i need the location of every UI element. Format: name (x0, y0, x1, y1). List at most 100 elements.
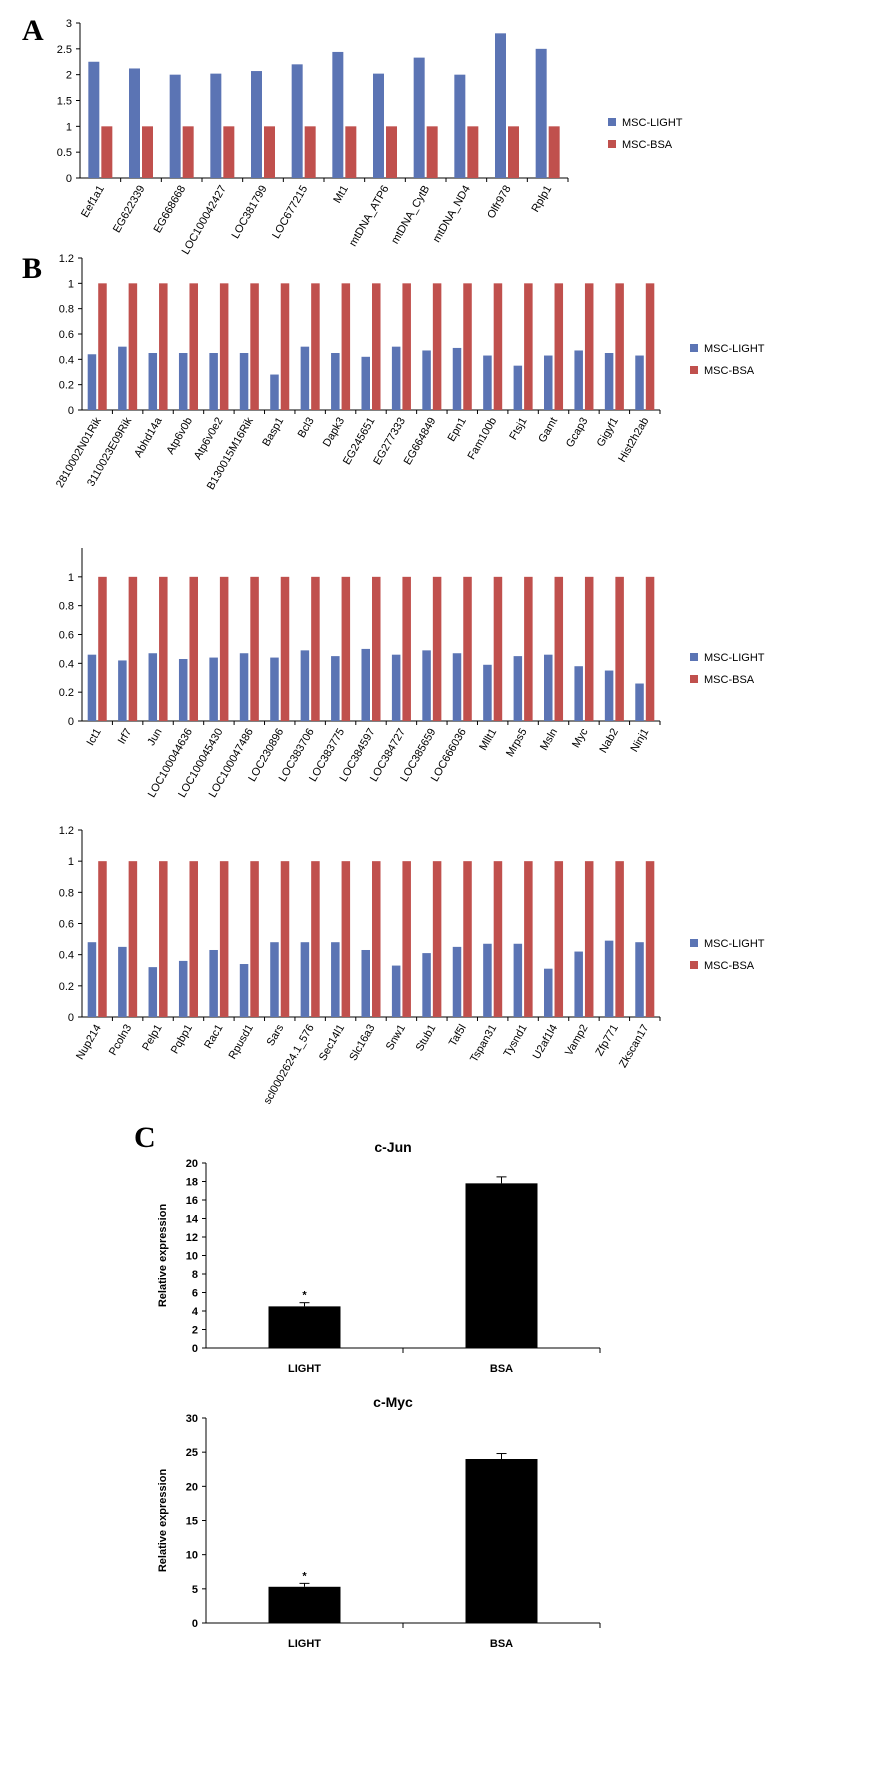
x-category-label: Mt1 (331, 184, 351, 206)
legend-label: MSC-LIGHT (704, 343, 765, 355)
x-category-label: Mllt1 (477, 727, 499, 753)
significance-marker: * (302, 1570, 307, 1582)
y-tick-label: 16 (186, 1195, 198, 1207)
bar-msc-light (574, 951, 583, 1017)
x-category-label: Rpusd1 (227, 1023, 256, 1062)
bar-msc-bsa (311, 861, 320, 1017)
x-category-label: Atp6v0e2 (192, 416, 226, 462)
bar-msc-light (544, 968, 553, 1017)
x-category-label: mtDNA_ATP6 (347, 184, 392, 249)
bar-msc-bsa (159, 283, 168, 410)
bar-light (268, 1586, 341, 1623)
bar-msc-light (635, 683, 644, 721)
y-tick-label: 0.6 (59, 630, 74, 642)
bar-msc-bsa (524, 283, 533, 410)
x-category-label: Stub1 (414, 1023, 439, 1054)
bar-msc-bsa (463, 861, 472, 1017)
bar-msc-light (88, 61, 100, 178)
y-tick-label: 0 (66, 173, 72, 185)
bar-msc-bsa (159, 861, 168, 1017)
bar-msc-bsa (219, 283, 229, 410)
x-category-label: Tysnd1 (502, 1023, 530, 1060)
bar-msc-light (452, 347, 462, 410)
bar-msc-light (635, 942, 644, 1017)
legend-label: MSC-BSA (704, 960, 755, 972)
bar-msc-bsa (432, 283, 442, 410)
bar-msc-light (452, 946, 462, 1017)
bar-msc-bsa (463, 283, 472, 410)
x-category-label: LOC381799 (230, 184, 270, 241)
expression-chart-c-jun: c-Jun 0 2 4 6 8 10 12 14 16 18 20 Relative expressio… (157, 1139, 601, 1375)
legend-swatch (690, 675, 698, 683)
bar-msc-light (361, 356, 370, 410)
bar-msc-light (413, 57, 425, 178)
significance-marker: * (302, 1290, 307, 1302)
x-category-label: Gcap3 (564, 416, 591, 450)
bar-msc-light (373, 73, 384, 178)
bar-msc-bsa (467, 126, 479, 178)
bar-msc-light (391, 654, 401, 721)
bar-msc-light (87, 654, 97, 721)
bar-msc-bsa (128, 283, 138, 410)
bar-msc-light (270, 657, 279, 721)
x-category-label: Ninj1 (628, 727, 651, 755)
bar-light (268, 1306, 341, 1348)
bar-msc-light (300, 650, 310, 721)
bar-msc-bsa (98, 576, 107, 721)
bar-msc-bsa (219, 861, 229, 1017)
x-category-label: Eef1a1 (79, 184, 107, 220)
x-category-label: Atp6v0b (164, 416, 195, 457)
bar-msc-bsa (264, 126, 275, 178)
bar-msc-light (300, 346, 310, 410)
bar-msc-light (209, 353, 218, 410)
bar-msc-light (209, 657, 218, 721)
bar-msc-bsa (548, 126, 560, 178)
bar-msc-light (391, 346, 401, 410)
legend-label: MSC-LIGHT (704, 652, 765, 664)
bar-msc-bsa (615, 576, 624, 721)
bar-msc-bsa (142, 126, 153, 178)
y-tick-label: 0.4 (59, 950, 74, 962)
bar-msc-bsa (402, 861, 411, 1017)
legend-label: MSC-LIGHT (622, 117, 683, 129)
bar-msc-light (239, 353, 249, 410)
x-category-label: Gigyf1 (595, 416, 621, 450)
bar-msc-light (87, 354, 97, 410)
y-tick-label: 0.8 (59, 887, 74, 899)
bar-msc-bsa (341, 576, 351, 721)
grouped-bar-chart-3: 0 0.2 0.4 0.6 0.8 1 1.2 Nup214 Pcoln3 Pelp1 Pqbp1 R… (59, 825, 765, 1106)
bar-msc-light (635, 355, 644, 410)
y-tick-label: 0.6 (59, 329, 74, 341)
bar-msc-light (331, 656, 340, 721)
bar-msc-bsa (372, 576, 381, 721)
bar-msc-light (495, 33, 506, 179)
bar-msc-light (178, 353, 188, 410)
bar-msc-bsa (280, 576, 290, 721)
bar-msc-bsa (426, 126, 438, 178)
bar-bsa (465, 1459, 538, 1623)
y-tick-label: 0.5 (57, 147, 72, 159)
bar-msc-bsa (554, 283, 564, 410)
bar-msc-bsa (524, 861, 533, 1017)
x-category-label: mtDNA_ND4 (431, 184, 473, 245)
y-tick-label: 30 (186, 1413, 198, 1425)
x-category-label: Gamt (536, 416, 560, 445)
y-tick-label: 0 (68, 1012, 74, 1024)
bar-msc-light (118, 946, 127, 1017)
bar-msc-light (422, 953, 431, 1017)
bar-msc-light (483, 943, 492, 1017)
y-tick-label: 0.4 (59, 354, 74, 366)
x-category-label: LOC677215 (270, 184, 310, 241)
bar-msc-bsa (250, 283, 259, 410)
x-category-label: Snw1 (384, 1023, 408, 1053)
bar-msc-bsa (101, 126, 113, 178)
x-category-label: Hist2h2ab (616, 416, 651, 465)
bar-msc-bsa (554, 861, 564, 1017)
bar-msc-bsa (463, 576, 472, 721)
x-category-label: Rplp1 (529, 184, 554, 215)
panel-label-B: B (22, 252, 42, 285)
bar-msc-bsa (584, 861, 594, 1017)
bar-msc-bsa (280, 861, 290, 1017)
bar-msc-light (270, 374, 279, 410)
bar-bsa (465, 1183, 538, 1348)
